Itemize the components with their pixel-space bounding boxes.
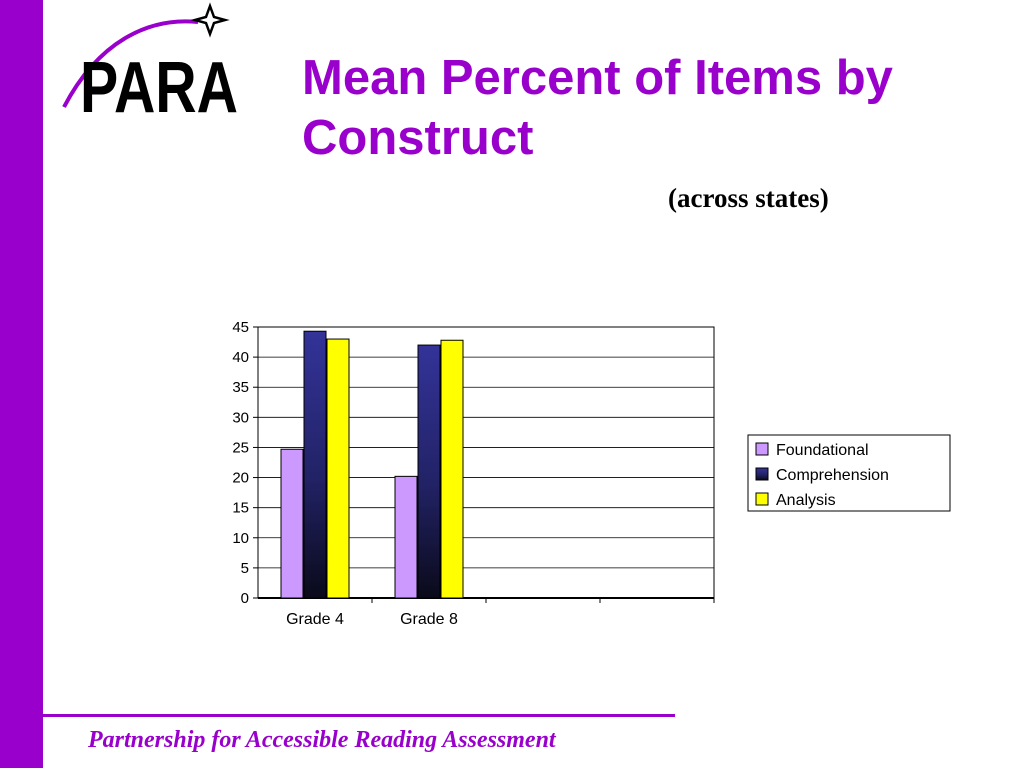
logo-text: PARA [80,48,238,127]
logo-star-icon [190,2,230,38]
slide-title: Mean Percent of Items by Construct [302,51,893,165]
bar-foundational [280,448,304,599]
y-tick-label: 5 [241,560,249,577]
left-accent-bar [0,0,43,768]
legend-label-foundational: Foundational [776,442,869,459]
para-logo: PARA [62,2,238,127]
footer-rule [43,714,675,717]
y-tick-label: 25 [232,439,249,456]
y-tick-label: 0 [241,590,249,607]
bar-comprehension [303,330,327,599]
bar-comprehension [417,344,441,599]
legend-swatch-foundational [755,442,769,456]
y-tick-label: 20 [232,470,249,487]
legend-label-analysis: Analysis [776,492,836,509]
legend-box [747,434,951,512]
bar-foundational [394,475,418,599]
legend-swatch-comprehension [755,467,769,481]
x-tick-label: Grade 8 [400,611,458,628]
bar-analysis [326,338,350,599]
y-tick-label: 10 [232,530,249,547]
bar-analysis [440,339,464,599]
slide-subtitle: (across states) [668,183,829,213]
legend-label-comprehension: Comprehension [776,467,889,484]
bar-chart: 0 5 10 15 20 25 30 35 40 45 Grade 4 Grade 8 Foundati… [232,319,951,628]
legend-swatch-analysis [755,492,769,506]
x-tick-label: Grade 4 [286,611,344,628]
logo-swoosh [62,19,199,108]
y-tick-label: 35 [232,379,249,396]
y-tick-label: 45 [232,319,249,336]
y-tick-label: 15 [232,500,249,517]
y-tick-label: 40 [232,349,249,366]
y-tick-label: 30 [232,409,249,426]
footer-text: Partnership for Accessible Reading Asses… [88,727,556,753]
